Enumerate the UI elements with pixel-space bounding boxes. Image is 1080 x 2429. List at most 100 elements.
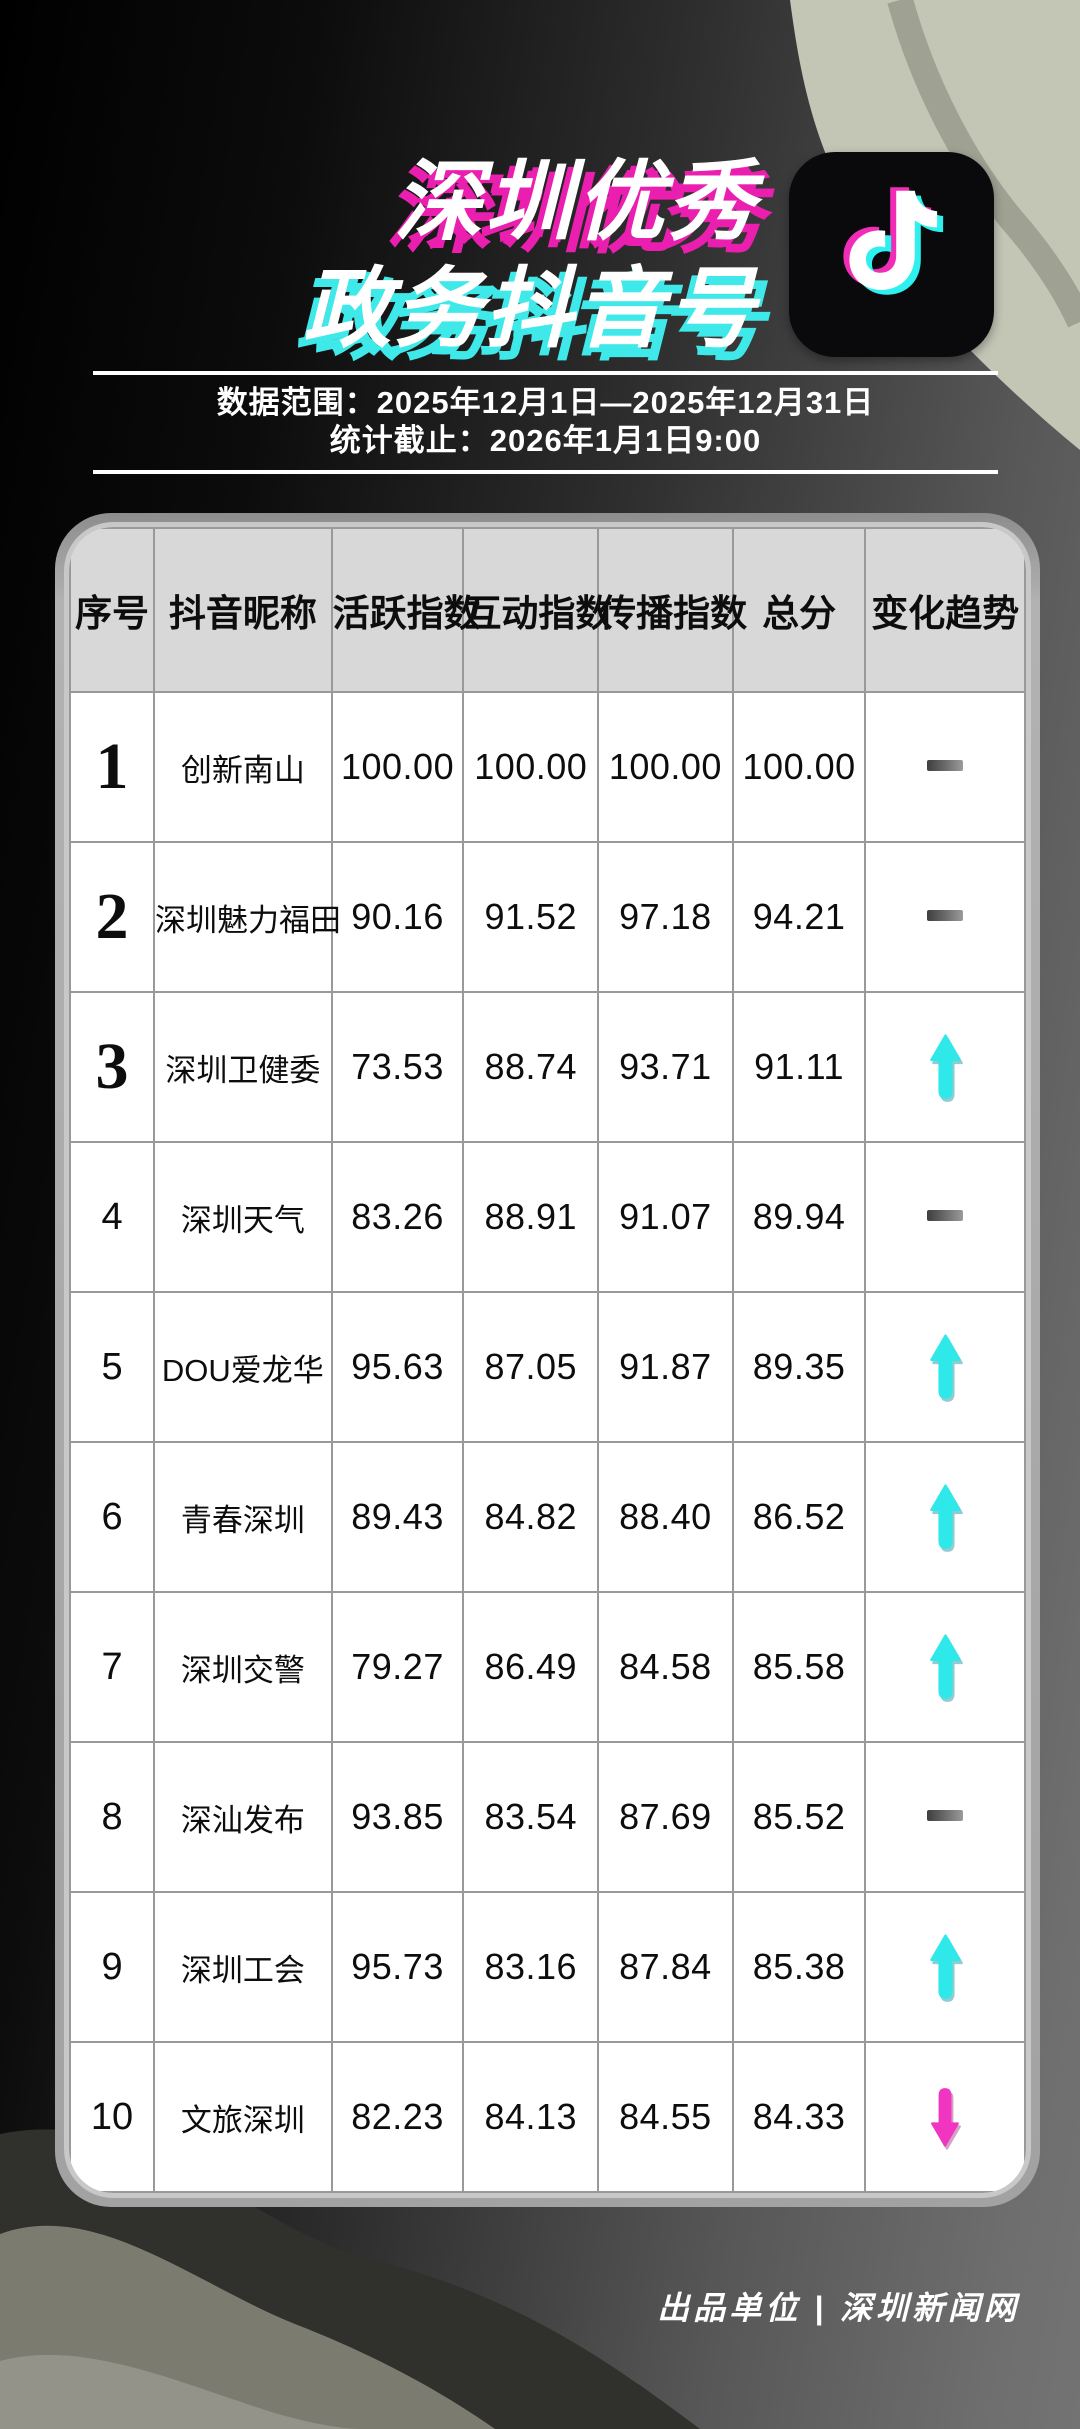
interaction-index-cell: 87.05 <box>462 1291 600 1443</box>
activity-index-cell: 79.27 <box>330 1591 465 1743</box>
trend-cell <box>864 1891 1026 2043</box>
table-row: 7 深圳交警 79.27 86.49 84.58 85.58 <box>69 1591 1026 1743</box>
spread-index-cell: 93.71 <box>597 991 734 1143</box>
credit-line: 出品单位 | 深圳新闻网 <box>657 2290 1020 2326</box>
column-header-total: 总分 <box>731 527 867 693</box>
trend-up-icon <box>929 1634 961 1699</box>
table-row: 4 深圳天气 83.26 88.91 91.07 89.94 <box>69 1141 1026 1293</box>
total-score-cell: 89.35 <box>731 1291 867 1443</box>
table-header-row: 序号 抖音昵称 活跃指数 互动指数 传播指数 总分 变化趋势 <box>69 527 1026 693</box>
activity-index-cell: 90.16 <box>330 841 465 993</box>
nickname-cell: 文旅深圳 <box>153 2041 333 2193</box>
trend-cell <box>864 1441 1026 1593</box>
spread-index-cell: 87.84 <box>597 1891 734 2043</box>
table-row: 6 青春深圳 89.43 84.82 88.40 86.52 <box>69 1441 1026 1593</box>
nickname-cell: 创新南山 <box>153 691 333 843</box>
interaction-index-cell: 84.13 <box>462 2041 600 2193</box>
activity-index-cell: 93.85 <box>330 1741 465 1893</box>
trend-cell <box>864 841 1026 993</box>
activity-index-cell: 89.43 <box>330 1441 465 1593</box>
table-row: 3 深圳卫健委 73.53 88.74 93.71 91.11 <box>69 991 1026 1143</box>
page-title: 深圳优秀 政务抖音号 <box>303 148 758 362</box>
rank-cell: 8 <box>69 1741 156 1893</box>
douyin-note-icon <box>842 186 943 295</box>
activity-index-cell: 95.63 <box>330 1291 465 1443</box>
interaction-index-cell: 83.54 <box>462 1741 600 1893</box>
trend-cell <box>864 991 1026 1143</box>
date-range: 数据范围：2025年12月1日—2025年12月31日 <box>216 385 875 420</box>
spread-index-cell: 100.00 <box>597 691 734 843</box>
trend-up-icon <box>929 1034 961 1099</box>
rank-cell: 4 <box>69 1141 156 1293</box>
ranking-table-wrap: 序号 抖音昵称 活跃指数 互动指数 传播指数 总分 变化趋势 1 创新南山 100.… <box>69 527 1026 2193</box>
stat-deadline: 统计截止：2026年1月1日9:00 <box>329 423 762 458</box>
trend-flat-icon <box>927 1210 964 1221</box>
rank-cell: 9 <box>69 1891 156 2043</box>
interaction-index-cell: 86.49 <box>462 1591 600 1743</box>
column-header-rank: 序号 <box>69 527 156 693</box>
interaction-index-cell: 88.74 <box>462 991 600 1143</box>
spread-index-cell: 88.40 <box>597 1441 734 1593</box>
spread-index-cell: 91.87 <box>597 1291 734 1443</box>
trend-up-icon <box>929 1484 961 1549</box>
total-score-cell: 89.94 <box>731 1141 867 1293</box>
column-header-interaction: 互动指数 <box>462 527 612 693</box>
spread-index-cell: 97.18 <box>597 841 734 993</box>
trend-cell <box>864 1591 1026 1743</box>
spread-index-cell: 84.55 <box>597 2041 734 2193</box>
trend-cell <box>864 1741 1026 1893</box>
rank-cell: 3 <box>69 991 156 1143</box>
activity-index-cell: 83.26 <box>330 1141 465 1293</box>
interaction-index-cell: 84.82 <box>462 1441 600 1593</box>
spread-index-cell: 84.58 <box>597 1591 734 1743</box>
activity-index-cell: 95.73 <box>330 1891 465 2043</box>
trend-cell <box>864 1141 1026 1293</box>
spread-index-cell: 87.69 <box>597 1741 734 1893</box>
column-header-trend: 变化趋势 <box>864 527 1026 693</box>
trend-cell <box>864 1291 1026 1443</box>
nickname-cell: DOU爱龙华 <box>153 1291 333 1443</box>
rank-cell: 7 <box>69 1591 156 1743</box>
total-score-cell: 85.58 <box>731 1591 867 1743</box>
table-row: 10 文旅深圳 82.23 84.13 84.55 84.33 <box>69 2041 1026 2193</box>
total-score-cell: 86.52 <box>731 1441 867 1593</box>
nickname-cell: 深圳工会 <box>153 1891 333 2043</box>
trend-up-icon <box>929 1934 961 1999</box>
total-score-cell: 84.33 <box>731 2041 867 2193</box>
activity-index-cell: 82.23 <box>330 2041 465 2193</box>
nickname-cell: 深圳魅力福田 <box>153 841 341 993</box>
title-line-1: 深圳优秀 <box>393 152 758 251</box>
trend-cell <box>864 2041 1026 2193</box>
table-row: 9 深圳工会 95.73 83.16 87.84 85.38 <box>69 1891 1026 2043</box>
nickname-cell: 深圳卫健委 <box>153 991 333 1143</box>
rank-cell: 6 <box>69 1441 156 1593</box>
rank-cell: 2 <box>69 841 156 993</box>
interaction-index-cell: 91.52 <box>462 841 600 993</box>
nickname-cell: 深汕发布 <box>153 1741 333 1893</box>
trend-down-icon <box>931 2088 960 2147</box>
column-header-nickname: 抖音昵称 <box>153 527 333 693</box>
nickname-cell: 深圳天气 <box>153 1141 333 1293</box>
date-info: 数据范围：2025年12月1日—2025年12月31日 统计截止：2026年1月… <box>93 371 998 474</box>
total-score-cell: 91.11 <box>731 991 867 1143</box>
activity-index-cell: 100.00 <box>330 691 465 843</box>
trend-flat-icon <box>927 1810 964 1821</box>
douyin-logo <box>789 152 994 357</box>
ranking-card: 序号 抖音昵称 活跃指数 互动指数 传播指数 总分 变化趋势 1 创新南山 100.… <box>55 513 1040 2207</box>
title-line-2: 政务抖音号 <box>302 259 758 358</box>
rank-cell: 10 <box>69 2041 156 2193</box>
table-row: 5 DOU爱龙华 95.63 87.05 91.87 89.35 <box>69 1291 1026 1443</box>
rank-cell: 1 <box>69 691 156 843</box>
table-row: 1 创新南山 100.00 100.00 100.00 100.00 <box>69 691 1026 843</box>
rank-cell: 5 <box>69 1291 156 1443</box>
interaction-index-cell: 88.91 <box>462 1141 600 1293</box>
bottom-left-wave-decoration <box>0 2129 700 2429</box>
trend-flat-icon <box>927 760 964 771</box>
total-score-cell: 85.38 <box>731 1891 867 2043</box>
column-header-spread: 传播指数 <box>597 527 747 693</box>
trend-up-icon <box>929 1334 961 1399</box>
activity-index-cell: 73.53 <box>330 991 465 1143</box>
trend-flat-icon <box>927 910 964 921</box>
spread-index-cell: 91.07 <box>597 1141 734 1293</box>
